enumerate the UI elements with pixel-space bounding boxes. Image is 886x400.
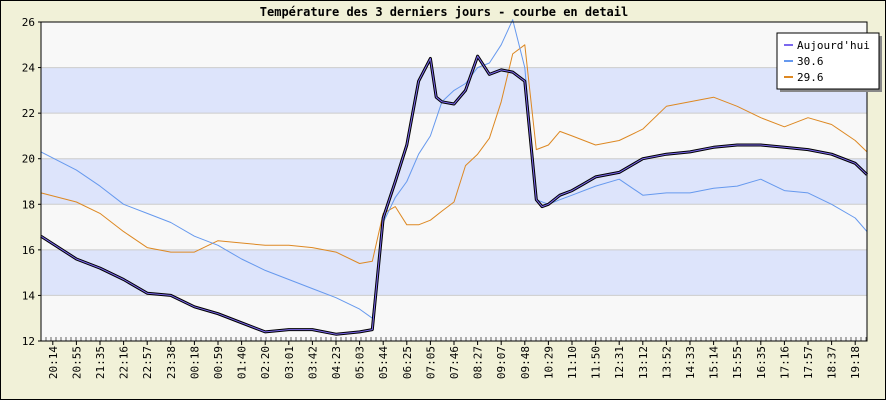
x-tick-label: 13:52: [660, 346, 673, 379]
x-tick-label: 22:57: [141, 346, 154, 379]
y-tick-label: 22: [22, 107, 35, 120]
y-tick-label: 26: [22, 16, 35, 29]
series-line-today: [40, 55, 868, 335]
x-minor-ticks: [40, 337, 867, 341]
y-tick-label: 20: [22, 153, 35, 166]
x-tick-label: 13:12: [637, 346, 650, 379]
x-tick-label: 04:23: [330, 346, 343, 379]
x-tick-label: 09:07: [495, 346, 508, 379]
x-tick-label: 15:14: [708, 346, 721, 379]
y-tick-label: 24: [22, 62, 36, 75]
x-tick-label: 09:48: [519, 346, 532, 379]
x-tick-label: 06:25: [401, 346, 414, 379]
legend-entry: 30.6: [797, 55, 824, 68]
x-tick-label: 01:40: [236, 346, 249, 379]
x-tick-label: 23:38: [165, 346, 178, 379]
x-tick-label: 08:27: [472, 346, 485, 379]
series-layer: [40, 19, 869, 336]
y-tick-label: 18: [22, 198, 35, 211]
grid-band: [41, 158, 867, 205]
y-tick-label: 16: [22, 244, 35, 257]
x-tick-label: 14:33: [684, 346, 697, 379]
x-tick-label: 17:16: [778, 346, 791, 379]
x-tick-label: 19:18: [849, 346, 862, 379]
x-tick-label: 05:44: [377, 346, 390, 379]
x-tick-label: 11:50: [590, 346, 603, 379]
legend-box: [776, 32, 880, 90]
x-tick-label: 16:35: [755, 346, 768, 379]
x-tick-label: 22:16: [118, 346, 131, 379]
y-tick-label: 12: [22, 335, 35, 348]
legend-entry: Aujourd'hui: [797, 39, 870, 52]
x-axis: 20:14 20:55 21:35 22:16 22:57 23:38 00:18 00:59…: [47, 341, 862, 379]
x-tick-label: 18:37: [826, 346, 839, 379]
x-tick-label: 20:14: [47, 346, 60, 379]
legend: Aujourd'hui 30.6 29.6: [776, 32, 882, 92]
x-tick-label: 03:01: [283, 346, 296, 379]
series-line-30-6: [40, 19, 868, 319]
x-tick-label: 21:35: [94, 346, 107, 379]
x-tick-label: 12:31: [613, 346, 626, 379]
x-tick-label: 00:18: [188, 346, 201, 379]
y-axis: 12 14 16 18 20 22 24 26: [22, 16, 41, 348]
x-tick-label: 03:42: [306, 346, 319, 379]
x-tick-label: 17:57: [802, 346, 815, 379]
x-tick-label: 00:59: [212, 346, 225, 379]
x-tick-label: 11:10: [566, 346, 579, 379]
series-line-29-6: [40, 44, 868, 264]
x-tick-label: 07:05: [424, 346, 437, 379]
x-tick-label: 07:46: [448, 346, 461, 379]
chart-title: Température des 3 derniers jours - courb…: [260, 5, 628, 19]
grid-band: [41, 249, 867, 296]
x-tick-label: 20:55: [70, 346, 83, 379]
x-tick-label: 15:55: [731, 346, 744, 379]
y-tick-label: 14: [22, 289, 36, 302]
x-tick-label: 05:03: [354, 346, 367, 379]
legend-entry: 29.6: [797, 71, 824, 84]
grid-bands: [41, 67, 867, 296]
x-tick-label: 10:29: [542, 346, 555, 379]
x-tick-label: 02:20: [259, 346, 272, 379]
